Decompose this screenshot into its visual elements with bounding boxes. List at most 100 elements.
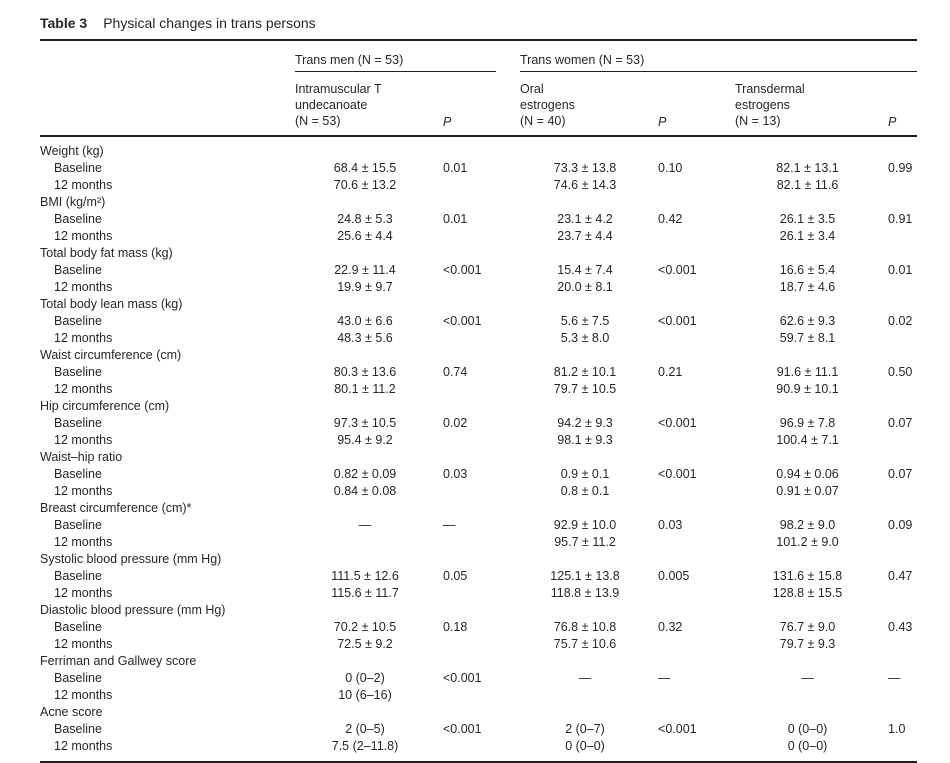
value-cell: 0 (0–0) bbox=[787, 739, 828, 753]
group-header-trans-women: Trans women (N = 53) bbox=[520, 41, 918, 72]
category-row: Waist–hip ratio bbox=[40, 449, 917, 466]
p-value-cell: <0.001 bbox=[658, 467, 697, 481]
table-title: Physical changes in trans persons bbox=[103, 15, 316, 31]
p-value-cell: 0.09 bbox=[888, 518, 913, 532]
value-cell: 48.3 ± 5.6 bbox=[337, 331, 393, 345]
value-cell: 16.6 ± 5.4 bbox=[779, 263, 836, 277]
column-header-transdermal-estrogens: Transdermal estrogens (N = 13) bbox=[735, 82, 805, 128]
value-cell bbox=[295, 534, 435, 551]
category-row: Ferriman and Gallwey score bbox=[40, 653, 917, 670]
group-label-trans-men: Trans men (N = 53) bbox=[295, 53, 497, 72]
value-cell bbox=[735, 687, 880, 704]
value-cell: 111.5 ± 12.6 bbox=[331, 569, 399, 583]
value-cell: 0.8 ± 0.1 bbox=[560, 484, 610, 498]
p-value-cell: 0.05 bbox=[443, 569, 468, 583]
p-value-cell bbox=[435, 381, 520, 398]
value-cell: 18.7 ± 4.6 bbox=[779, 280, 836, 294]
value-cell: 73.3 ± 13.8 bbox=[553, 161, 617, 175]
row-label: Baseline bbox=[54, 263, 102, 277]
category-label: Total body fat mass (kg) bbox=[40, 246, 173, 260]
p-value-cell: <0.001 bbox=[658, 263, 697, 277]
column-header-oral-estrogens: Oral estrogens (N = 40) bbox=[520, 82, 575, 128]
row-label: 12 months bbox=[54, 382, 113, 396]
p-value-cell bbox=[650, 687, 735, 704]
p-value-cell: 0.18 bbox=[443, 620, 468, 634]
value-cell: 131.6 ± 15.8 bbox=[772, 569, 843, 583]
p-value-cell: <0.001 bbox=[443, 314, 482, 328]
category-row: Weight (kg) bbox=[40, 136, 917, 160]
value-cell: 2 (0–7) bbox=[565, 722, 605, 736]
p-value-cell bbox=[435, 228, 520, 245]
data-row: 12 months 115.6 ± 11.7 118.8 ± 13.9 128.8 ±… bbox=[40, 585, 917, 602]
p-value-cell bbox=[435, 687, 520, 704]
category-label: Hip circumference (cm) bbox=[40, 399, 170, 413]
p-value-cell: <0.001 bbox=[443, 263, 482, 277]
category-row: Diastolic blood pressure (mm Hg) bbox=[40, 602, 917, 619]
category-label: Waist–hip ratio bbox=[40, 450, 123, 464]
value-cell: 15.4 ± 7.4 bbox=[557, 263, 613, 277]
p-column-header: P bbox=[658, 115, 667, 129]
p-value-cell: 0.21 bbox=[658, 365, 683, 379]
value-cell: — bbox=[801, 671, 814, 685]
row-label: 12 months bbox=[54, 739, 113, 753]
row-label: Baseline bbox=[54, 569, 102, 583]
data-row: 12 months 72.5 ± 9.2 75.7 ± 10.6 79.7 ± 9.3 bbox=[40, 636, 917, 653]
p-value-cell bbox=[880, 381, 917, 398]
row-label: 12 months bbox=[54, 484, 113, 498]
p-value-cell: 0.01 bbox=[888, 263, 913, 277]
data-row: Baseline 43.0 ± 6.6 <0.001 5.6 ± 7.5 <0.001 6… bbox=[40, 313, 917, 330]
value-cell: 72.5 ± 9.2 bbox=[337, 637, 393, 651]
value-cell: 7.5 (2–11.8) bbox=[331, 739, 399, 753]
data-row: 12 months 48.3 ± 5.6 5.3 ± 8.0 59.7 ± 8.1 bbox=[40, 330, 917, 347]
p-value-cell bbox=[650, 330, 735, 347]
p-value-cell bbox=[880, 279, 917, 296]
data-row: 12 months 95.7 ± 11.2 101.2 ± 9.0 bbox=[40, 534, 917, 551]
category-row: Breast circumference (cm)* bbox=[40, 500, 917, 517]
p-value-cell: — bbox=[888, 671, 901, 685]
data-row: Baseline 0 (0–2) <0.001 — — — — bbox=[40, 670, 917, 687]
value-cell: 94.2 ± 9.3 bbox=[557, 416, 613, 430]
row-label: Baseline bbox=[54, 314, 102, 328]
value-cell: 81.2 ± 10.1 bbox=[553, 365, 617, 379]
value-cell: 97.3 ± 10.5 bbox=[333, 416, 397, 430]
value-cell: 79.7 ± 9.3 bbox=[779, 637, 836, 651]
value-cell: 0.9 ± 0.1 bbox=[560, 467, 610, 481]
p-value-cell bbox=[650, 228, 735, 245]
row-label: Baseline bbox=[54, 671, 102, 685]
value-cell: 0 (0–0) bbox=[565, 739, 605, 753]
p-value-cell: 0.43 bbox=[888, 620, 913, 634]
value-cell: 0.84 ± 0.08 bbox=[333, 484, 397, 498]
value-cell: 25.6 ± 4.4 bbox=[337, 229, 393, 243]
p-value-cell bbox=[435, 483, 520, 500]
p-value-cell bbox=[650, 636, 735, 653]
data-row: Baseline 70.2 ± 10.5 0.18 76.8 ± 10.8 0.32 76… bbox=[40, 619, 917, 636]
row-label: Baseline bbox=[54, 518, 102, 532]
value-cell: 91.6 ± 11.1 bbox=[776, 365, 839, 379]
data-row: 12 months 0.84 ± 0.08 0.8 ± 0.1 0.91 ± 0.07 bbox=[40, 483, 917, 500]
p-value-cell: 0.99 bbox=[888, 161, 913, 175]
value-cell: 75.7 ± 10.6 bbox=[553, 637, 617, 651]
p-value-cell bbox=[435, 585, 520, 602]
p-value-cell: 0.42 bbox=[658, 212, 683, 226]
p-value-cell bbox=[435, 177, 520, 194]
table-caption: Table 3 Physical changes in trans persons bbox=[40, 14, 917, 32]
p-value-cell: 0.02 bbox=[888, 314, 913, 328]
p-value-cell bbox=[650, 585, 735, 602]
value-cell: 70.2 ± 10.5 bbox=[333, 620, 397, 634]
p-value-cell bbox=[650, 534, 735, 551]
value-cell: 101.2 ± 9.0 bbox=[776, 535, 839, 549]
p-value-cell bbox=[650, 432, 735, 449]
p-value-cell: 0.32 bbox=[658, 620, 683, 634]
value-cell: 98.1 ± 9.3 bbox=[557, 433, 613, 447]
p-value-cell: <0.001 bbox=[658, 416, 697, 430]
value-cell: 82.1 ± 13.1 bbox=[776, 161, 839, 175]
p-value-cell bbox=[435, 330, 520, 347]
value-cell: 0 (0–2) bbox=[345, 671, 385, 685]
p-column-header: P bbox=[888, 115, 897, 129]
p-value-cell bbox=[435, 738, 520, 762]
value-cell: 95.7 ± 11.2 bbox=[554, 535, 616, 549]
value-cell: 20.0 ± 8.1 bbox=[557, 280, 613, 294]
p-value-cell bbox=[650, 177, 735, 194]
row-label: 12 months bbox=[54, 637, 113, 651]
p-value-cell: 0.50 bbox=[888, 365, 913, 379]
